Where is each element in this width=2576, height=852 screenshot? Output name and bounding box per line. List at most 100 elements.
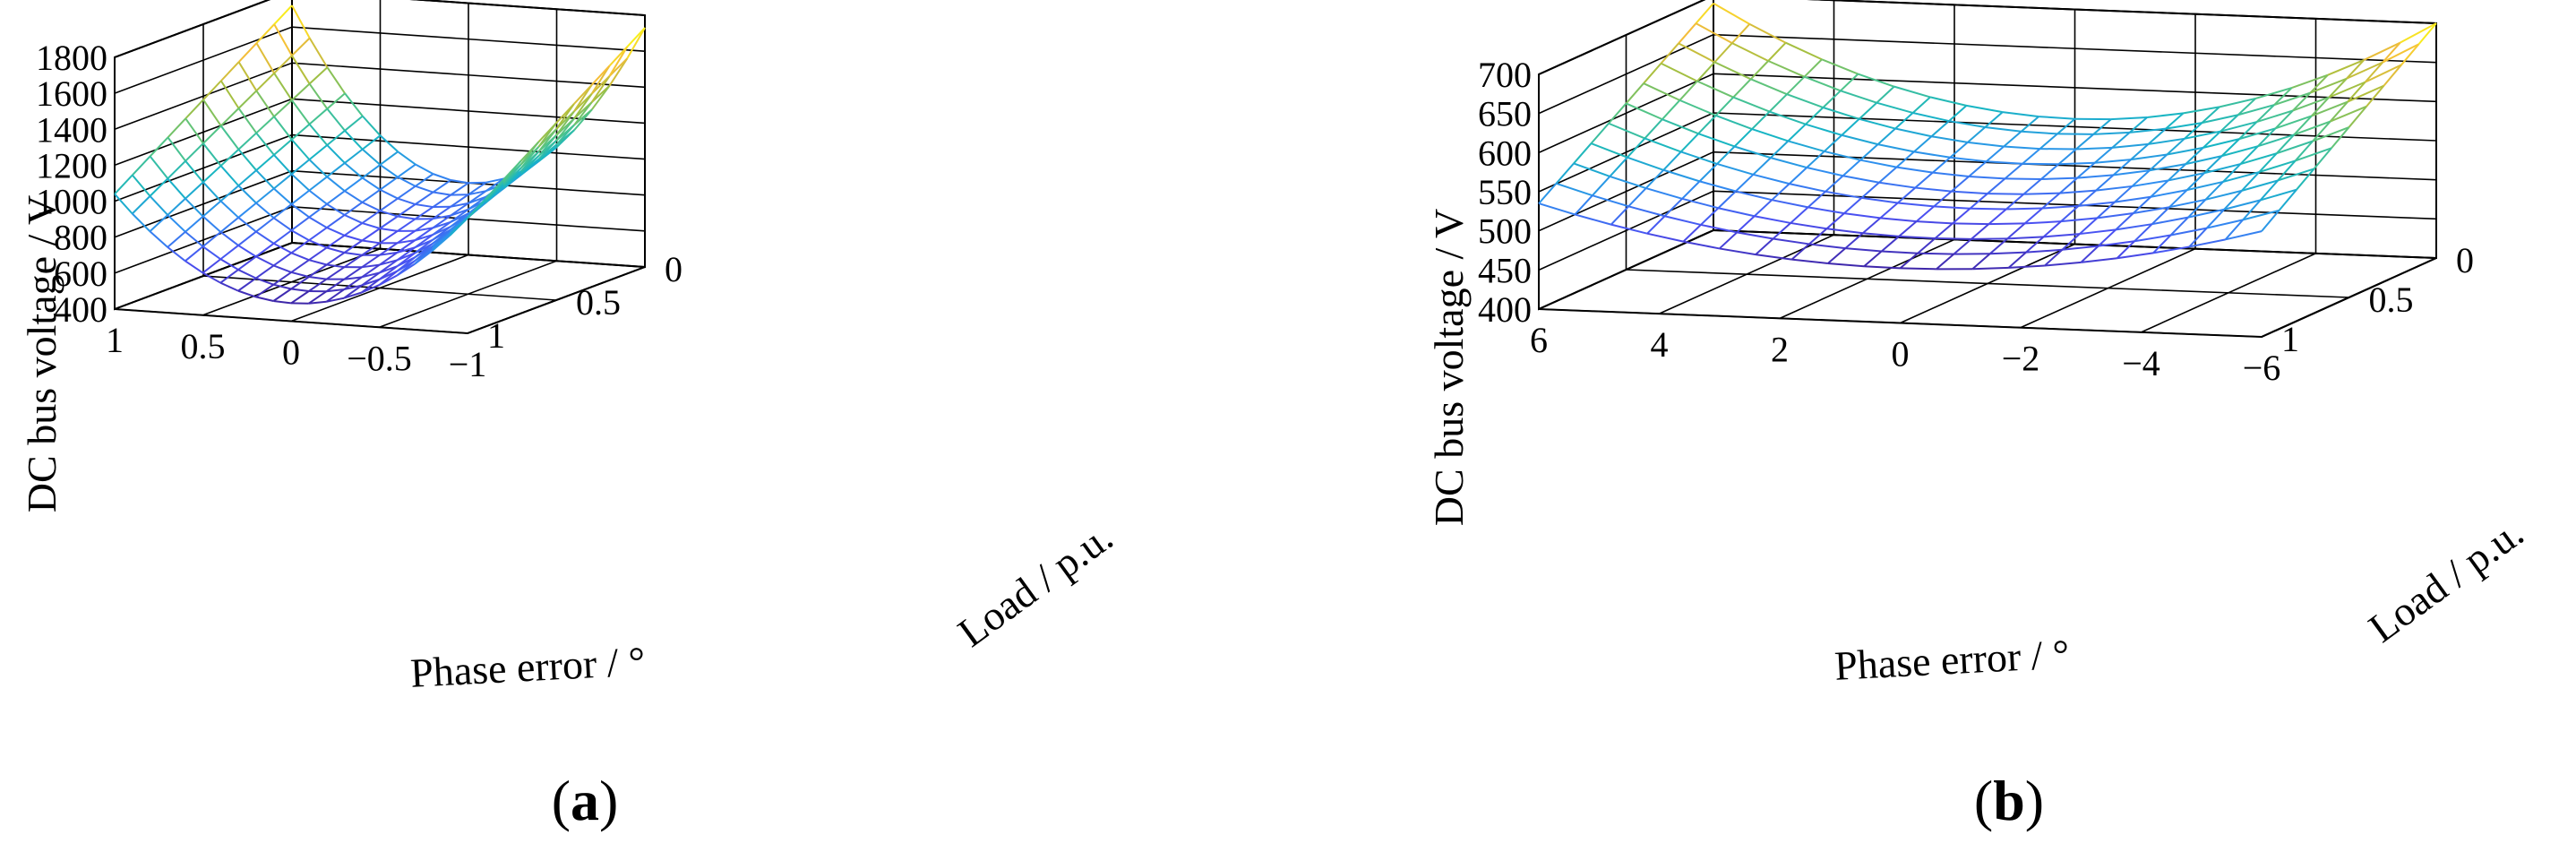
mesh-segment (273, 4, 293, 25)
mesh-segment (1898, 220, 1918, 237)
y-gridline (202, 24, 557, 301)
mesh-segment (202, 231, 222, 247)
mesh-segment (414, 227, 434, 241)
mesh-segment (2202, 138, 2240, 149)
mesh-segment (1679, 99, 1717, 116)
mesh-segment (273, 173, 293, 190)
mesh-segment (397, 197, 416, 205)
mesh-segment (326, 227, 346, 237)
mesh-segment (237, 277, 257, 292)
mesh-segment (502, 160, 522, 181)
mesh-segment (2112, 142, 2149, 149)
mesh-segment (202, 165, 222, 184)
mesh-segment (1789, 183, 1826, 193)
z-tick-label: 550 (1478, 172, 1532, 212)
mesh-segment (2185, 155, 2222, 166)
mesh-segment (2006, 222, 2026, 240)
mesh-segment (590, 65, 611, 86)
mesh-segment (1679, 133, 1699, 153)
mesh-segment (1949, 142, 1969, 159)
mesh-segment (573, 84, 593, 105)
mesh-segment (2257, 133, 2295, 148)
mesh-segment (449, 217, 468, 237)
mesh-segment (468, 190, 486, 196)
mesh-segment (2058, 161, 2095, 166)
mesh-segment (2002, 111, 2039, 118)
mesh-segment (1574, 194, 1593, 216)
mesh-segment (2024, 207, 2043, 225)
y-tick-label: 0.5 (2369, 280, 2414, 320)
x-tick-label: 0 (282, 332, 300, 373)
mesh-segment (361, 284, 380, 294)
mesh-segment (1573, 162, 1610, 177)
mesh-segment (1590, 123, 1610, 144)
y-tick-label: 0 (2456, 240, 2474, 280)
mesh-segment (344, 214, 363, 224)
mesh-segment (2327, 58, 2365, 76)
mesh-segment (2057, 118, 2076, 135)
mesh-segment (2347, 81, 2366, 103)
x-tick-label: 4 (1651, 324, 1669, 365)
mesh-segment (1805, 107, 1825, 125)
x-gridline (1900, 9, 2076, 324)
mesh-segment (308, 216, 328, 228)
x-gridline (2020, 13, 2196, 329)
mesh-segment (202, 215, 222, 233)
mesh-segment (1772, 222, 1791, 240)
mesh-segment (290, 259, 310, 273)
mesh-segment (1626, 102, 1663, 121)
mesh-segment (1862, 217, 1881, 234)
mesh-segment (308, 239, 328, 249)
mesh-segment (2188, 227, 2208, 248)
mesh-segment (185, 260, 204, 274)
mesh-segment (290, 271, 310, 278)
mesh-segment (237, 217, 257, 233)
mesh-segment (1555, 162, 1575, 185)
mesh-segment (2092, 118, 2112, 135)
mesh-segment (2057, 148, 2077, 166)
mesh-segment (326, 234, 346, 249)
mesh-segment (2273, 87, 2293, 106)
mesh-segment (361, 254, 381, 269)
mesh-segment (2294, 140, 2314, 162)
mesh-segment (1713, 2, 1750, 25)
mesh-segment (2130, 153, 2168, 161)
z-tick-label: 650 (1478, 94, 1532, 134)
mesh-segment (2004, 162, 2023, 180)
mesh-segment (219, 217, 239, 233)
mesh-segment (273, 154, 293, 175)
mesh-segment (2260, 188, 2297, 202)
mesh-segment (2111, 132, 2131, 149)
mesh-segment (1878, 166, 1898, 184)
mesh-segment (2225, 230, 2263, 241)
mesh-segment (2079, 217, 2099, 235)
mesh-segment (379, 230, 399, 245)
mesh-segment (326, 66, 346, 94)
z-gridline (1538, 190, 2437, 271)
mesh-segment (1731, 23, 1751, 44)
mesh-segment (326, 130, 346, 146)
mesh-segment (379, 215, 399, 229)
mesh-segment (379, 274, 398, 286)
mesh-segment (2220, 121, 2257, 133)
y-tick-label: 1 (487, 315, 505, 356)
mesh-segment (2293, 115, 2313, 136)
mesh-segment (1662, 168, 1700, 183)
mesh-segment (2005, 177, 2041, 180)
mesh-segment (362, 222, 381, 229)
mesh-segment (325, 288, 345, 303)
mesh-segment (167, 246, 186, 262)
mesh-segment (361, 278, 380, 287)
mesh-segment (379, 259, 398, 266)
mesh-segment (1821, 58, 1859, 75)
mesh-segment (344, 252, 363, 256)
mesh-segment (1755, 254, 1792, 261)
mesh-segment (415, 191, 434, 205)
mesh-segment (255, 242, 275, 258)
mesh-segment (237, 202, 257, 219)
mesh-segment (1971, 237, 2008, 240)
z-tick-label: 400 (54, 289, 107, 330)
mesh-segment (2222, 171, 2260, 183)
mesh-segment (2220, 114, 2239, 133)
mesh-segment (326, 252, 346, 266)
